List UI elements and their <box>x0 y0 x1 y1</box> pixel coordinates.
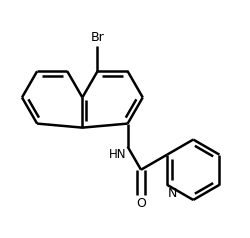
Text: Br: Br <box>90 31 104 44</box>
Text: HN: HN <box>109 148 126 161</box>
Text: O: O <box>136 197 146 210</box>
Text: N: N <box>168 187 177 200</box>
